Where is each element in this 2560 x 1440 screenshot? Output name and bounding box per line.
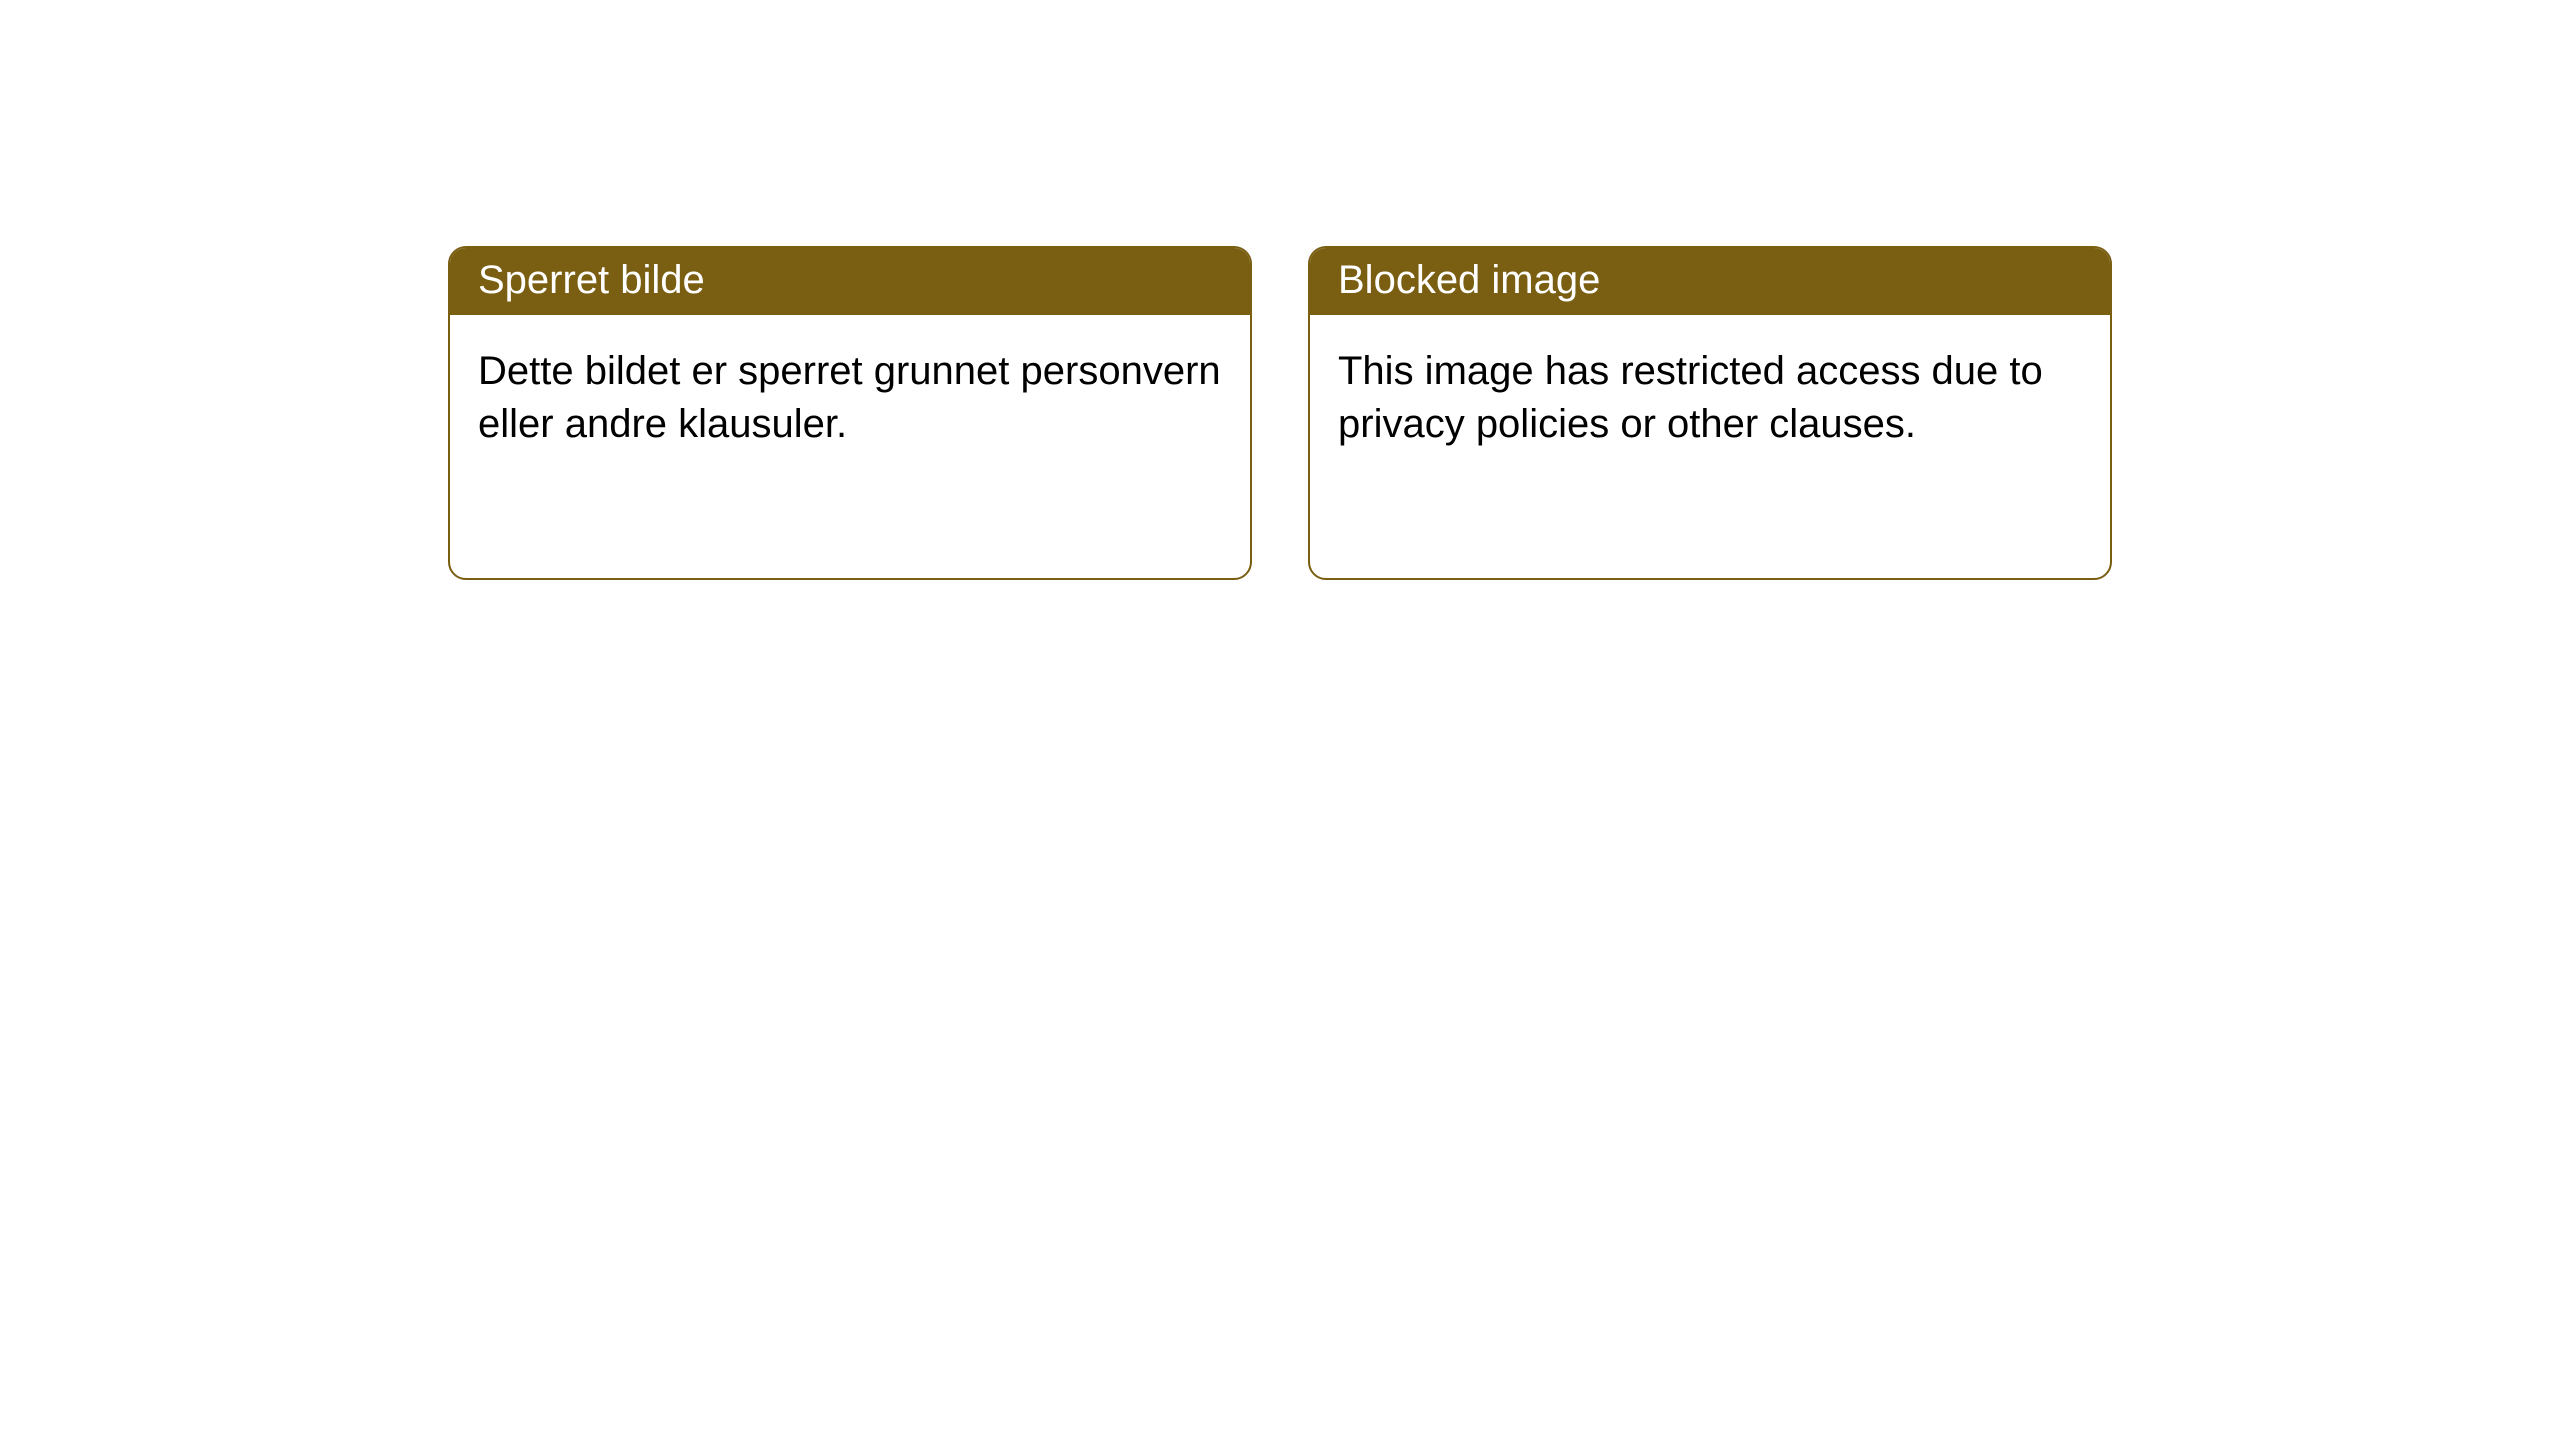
card-title: Blocked image — [1310, 248, 2110, 315]
card-body-text: Dette bildet er sperret grunnet personve… — [450, 315, 1250, 481]
blocked-image-card-english: Blocked image This image has restricted … — [1308, 246, 2112, 580]
card-title: Sperret bilde — [450, 248, 1250, 315]
notice-cards-container: Sperret bilde Dette bildet er sperret gr… — [0, 0, 2560, 580]
card-body-text: This image has restricted access due to … — [1310, 315, 2110, 481]
blocked-image-card-norwegian: Sperret bilde Dette bildet er sperret gr… — [448, 246, 1252, 580]
